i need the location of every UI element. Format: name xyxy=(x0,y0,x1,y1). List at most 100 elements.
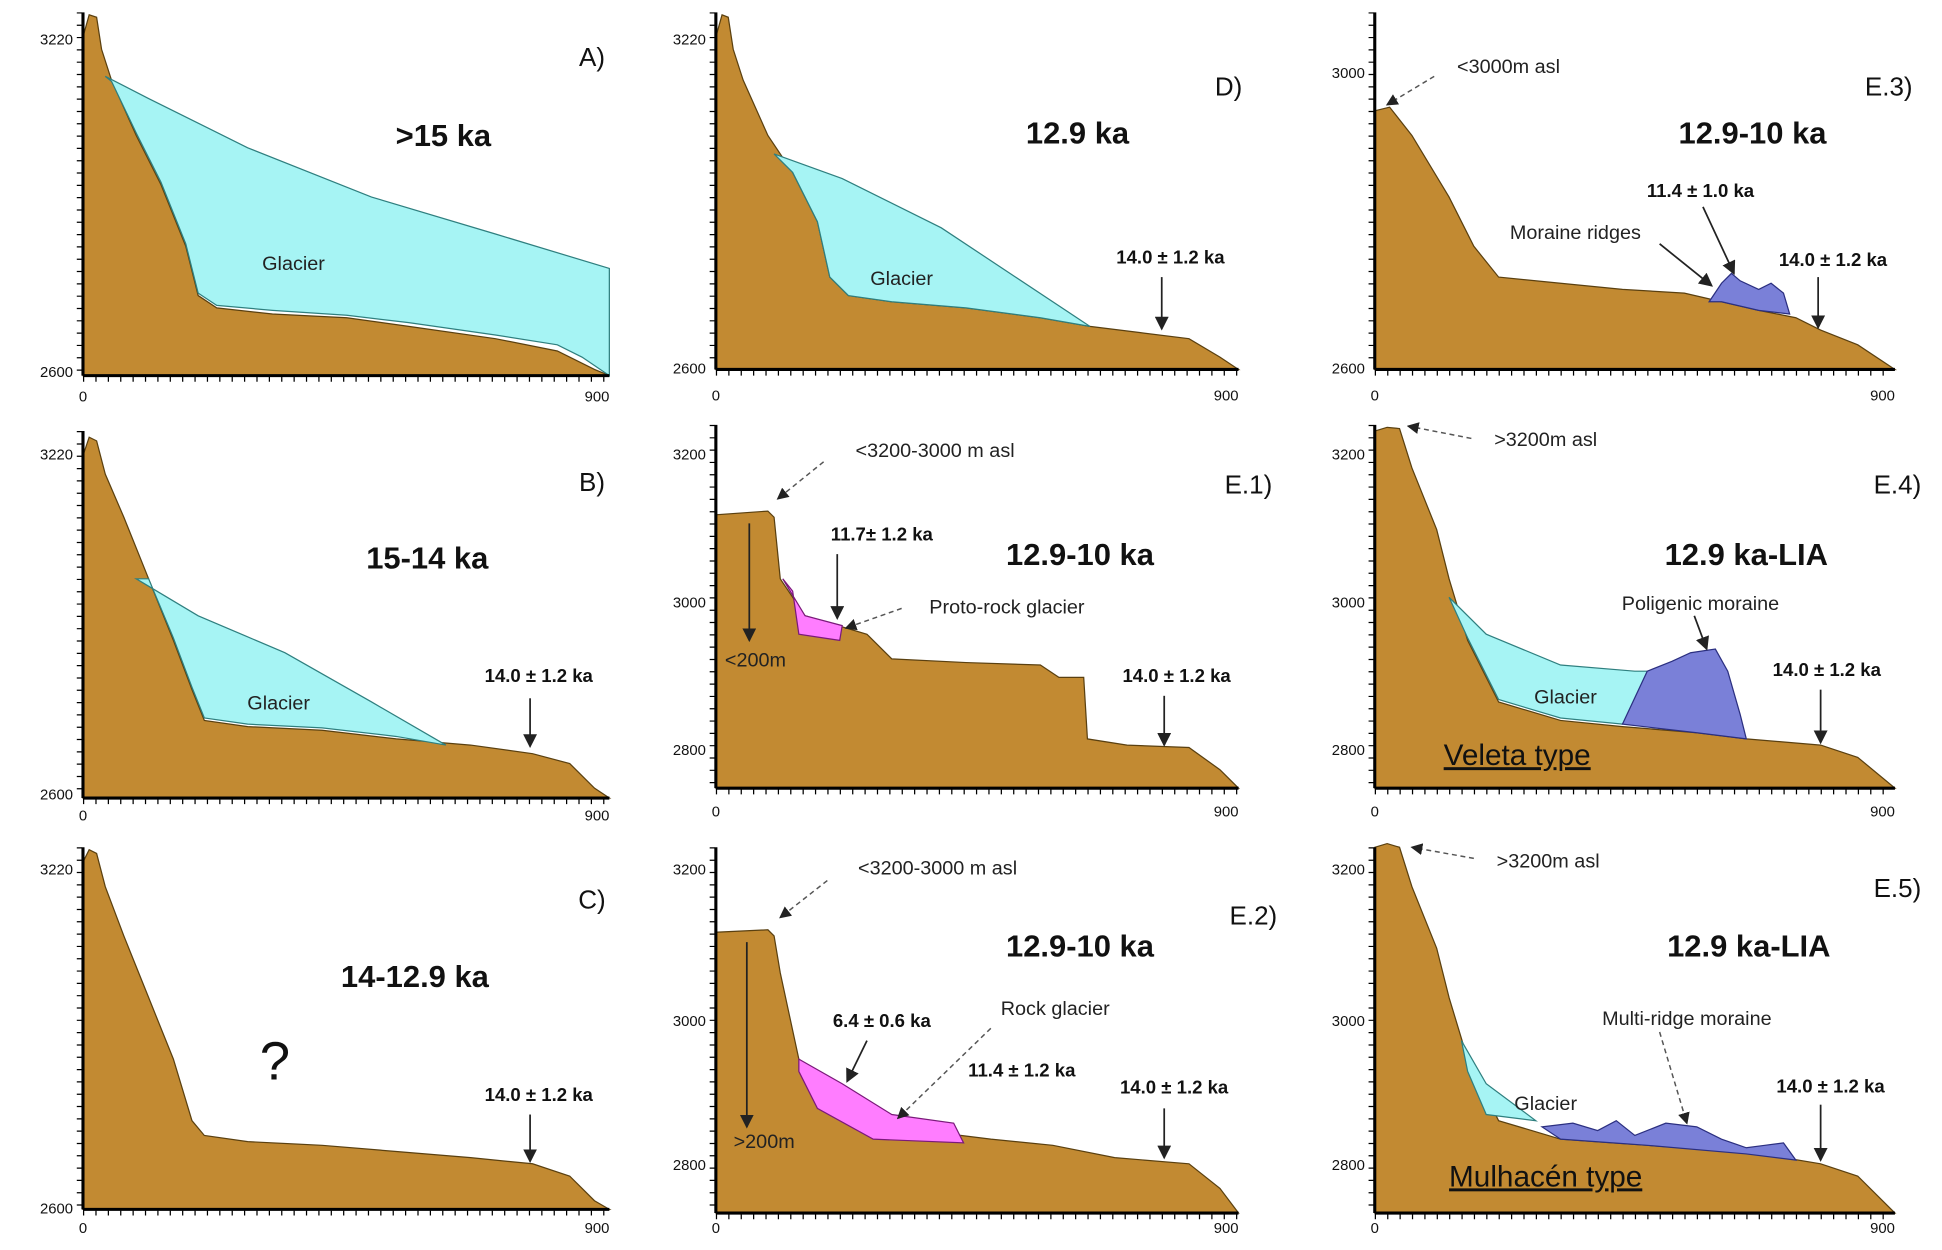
panel-title: 12.9 ka-LIA xyxy=(1667,928,1830,963)
y-tick-label: 3000 xyxy=(673,1014,706,1030)
annotation: >3200m asl xyxy=(1497,850,1600,872)
annotation: 11.7± 1.2 ka xyxy=(831,524,934,545)
annotation: Glacier xyxy=(1534,687,1597,709)
annotation: Rock glacier xyxy=(1001,998,1110,1020)
x-tick-label: 0 xyxy=(712,388,720,404)
x-tick-label: 0 xyxy=(1371,805,1379,821)
x-tick-label: 900 xyxy=(1870,1221,1895,1237)
panel-title: >15 ka xyxy=(396,118,492,153)
annotation: 14.0 ± 1.2 ka xyxy=(485,1084,594,1105)
x-tick-label: 0 xyxy=(79,390,87,406)
annotation: Glacier xyxy=(247,693,310,715)
terrain xyxy=(716,511,1239,788)
panel-title: 15-14 ka xyxy=(366,541,489,576)
x-tick-label: 900 xyxy=(585,390,610,406)
annotation: Glacier xyxy=(262,253,325,275)
annotation: Proto-rock glacier xyxy=(929,597,1085,619)
y-tick-label: 3200 xyxy=(673,863,706,879)
moraine xyxy=(1622,649,1746,739)
arrow xyxy=(1408,426,1471,438)
arrow xyxy=(1387,76,1434,104)
annotation: 14.0 ± 1.2 ka xyxy=(485,665,594,686)
annotation: 14.0 ± 1.2 ka xyxy=(1116,247,1225,268)
y-tick-label: 3220 xyxy=(40,863,73,879)
annotation: Glacier xyxy=(1514,1093,1577,1115)
annotation: 11.4 ± 1.0 ka xyxy=(1647,180,1755,201)
x-tick-label: 0 xyxy=(712,805,720,821)
panel-label: E.3) xyxy=(1865,74,1913,102)
arrow xyxy=(847,1041,867,1082)
annotation: <3000m asl xyxy=(1457,56,1560,78)
x-tick-label: 0 xyxy=(1371,1221,1379,1237)
annotation: Multi-ridge moraine xyxy=(1602,1008,1772,1030)
y-tick-label: 3200 xyxy=(1332,448,1365,464)
y-tick-label: 3220 xyxy=(40,448,73,464)
panel-label: D) xyxy=(1215,74,1242,102)
annotation: >200m xyxy=(734,1131,795,1153)
annotation: Veleta type xyxy=(1444,739,1591,772)
y-tick-label: 2600 xyxy=(673,361,706,377)
annotation: <3200-3000 m asl xyxy=(856,440,1015,462)
arrow xyxy=(1412,847,1474,858)
panel-title: 12.9-10 ka xyxy=(1006,537,1155,572)
arrow xyxy=(1660,1032,1687,1123)
panel-label: C) xyxy=(578,886,605,914)
annotation: 14.0 ± 1.2 ka xyxy=(1120,1077,1229,1098)
y-tick-label: 3220 xyxy=(40,33,73,49)
y-tick-label: 2600 xyxy=(40,1201,73,1217)
panel-label: A) xyxy=(579,44,605,72)
annotation: <3200-3000 m asl xyxy=(858,858,1017,880)
panel-label: E.5) xyxy=(1874,875,1922,903)
x-tick-label: 900 xyxy=(1214,805,1239,821)
y-tick-label: 2600 xyxy=(40,788,73,804)
x-tick-label: 0 xyxy=(712,1221,720,1237)
figure: 3220260009003220260009003220260009003220… xyxy=(0,0,1942,1250)
panel-title: 12.9-10 ka xyxy=(1006,928,1155,963)
y-tick-label: 3200 xyxy=(673,448,706,464)
x-tick-label: 900 xyxy=(585,808,610,824)
x-tick-label: 0 xyxy=(1371,388,1379,404)
arrow xyxy=(778,462,824,499)
annotation: 14.0 ± 1.2 ka xyxy=(1779,249,1888,270)
annotation: Mulhacén type xyxy=(1449,1160,1642,1193)
y-tick-label: 2600 xyxy=(1332,361,1365,377)
annotation: >3200m asl xyxy=(1494,429,1597,451)
annotation: 6.4 ± 0.6 ka xyxy=(833,1010,932,1031)
annotation: 14.0 ± 1.2 ka xyxy=(1776,1075,1885,1096)
panel-title: 12.9-10 ka xyxy=(1679,116,1828,151)
terrain xyxy=(716,15,1239,370)
panel-label: E.4) xyxy=(1874,471,1922,499)
arrow xyxy=(1694,616,1706,649)
arrow xyxy=(780,881,827,918)
y-tick-label: 3000 xyxy=(1332,1014,1365,1030)
y-tick-label: 3000 xyxy=(1332,66,1365,82)
x-tick-label: 900 xyxy=(585,1221,610,1237)
annotation: <200m xyxy=(725,650,786,672)
y-tick-label: 2600 xyxy=(40,365,73,381)
x-tick-label: 900 xyxy=(1870,388,1895,404)
y-tick-label: 3200 xyxy=(1332,863,1365,879)
y-tick-label: 2800 xyxy=(673,743,706,759)
annotation: 14.0 ± 1.2 ka xyxy=(1122,665,1231,686)
y-tick-label: 3000 xyxy=(1332,595,1365,611)
y-tick-label: 2800 xyxy=(673,1158,706,1174)
arrow xyxy=(1703,207,1734,274)
panel-title: 14-12.9 ka xyxy=(341,959,490,994)
y-tick-label: 2800 xyxy=(1332,743,1365,759)
panel-label: B) xyxy=(579,469,605,497)
x-tick-label: 0 xyxy=(79,1221,87,1237)
panel-title: 12.9 ka xyxy=(1026,116,1130,151)
panel-label: E.2) xyxy=(1230,902,1278,930)
arrow xyxy=(846,608,902,628)
annotation: ? xyxy=(260,1031,290,1092)
panel-title: 12.9 ka-LIA xyxy=(1665,537,1828,572)
annotation: Glacier xyxy=(870,268,933,290)
x-tick-label: 900 xyxy=(1870,805,1895,821)
y-tick-label: 2800 xyxy=(1332,1158,1365,1174)
annotation: Moraine ridges xyxy=(1510,222,1641,244)
x-tick-label: 900 xyxy=(1214,388,1239,404)
arrow xyxy=(1660,244,1712,286)
panel-label: E.1) xyxy=(1225,471,1273,499)
annotation: 14.0 ± 1.2 ka xyxy=(1773,659,1882,680)
x-tick-label: 900 xyxy=(1214,1221,1239,1237)
